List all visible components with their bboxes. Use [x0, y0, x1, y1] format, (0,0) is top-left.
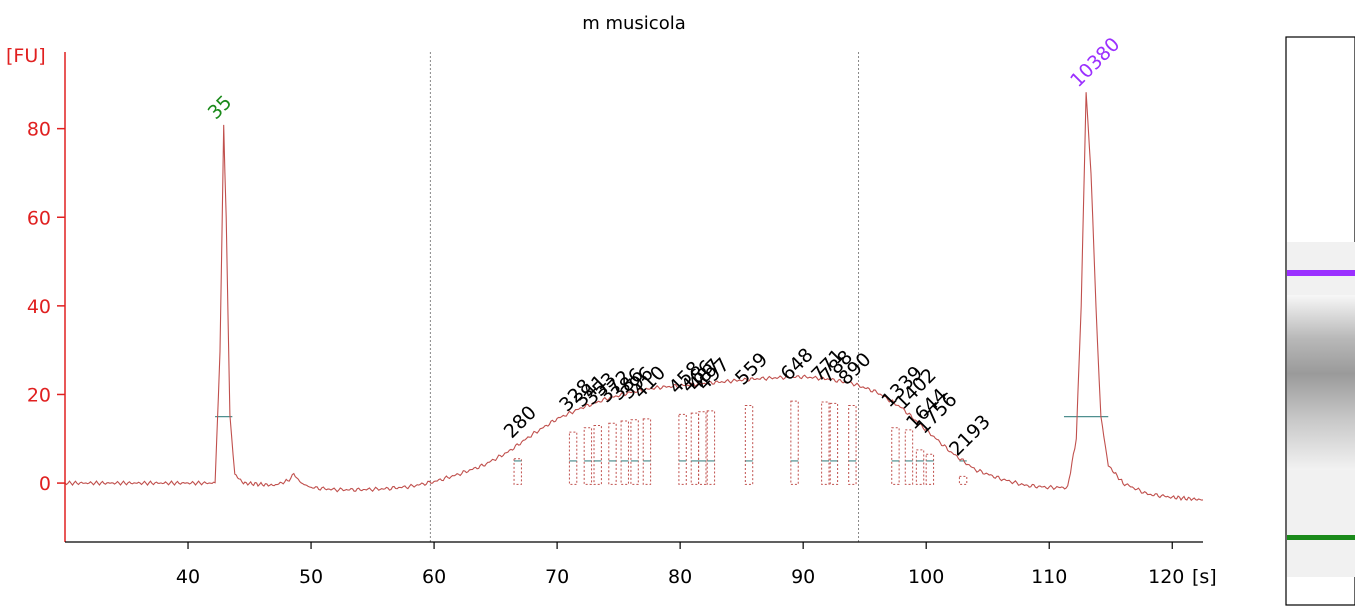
fragment-box	[829, 402, 839, 485]
peak-label: 35	[204, 91, 237, 124]
gel-lane	[1285, 36, 1355, 606]
fragment-box	[698, 411, 707, 485]
trace-group	[64, 92, 1204, 502]
gel-smear	[1287, 295, 1355, 470]
x-tick-label: 40	[176, 566, 200, 588]
trace-line	[64, 92, 1204, 502]
y-tick-label: 40	[27, 296, 51, 318]
fragment-box	[925, 453, 935, 485]
y-tick-label: 20	[27, 384, 51, 406]
fragment-box	[690, 412, 700, 485]
peak-label: 10380	[1066, 33, 1124, 91]
fragment-box	[790, 400, 799, 485]
fragment-box	[706, 410, 716, 485]
fragment-box	[744, 405, 754, 485]
fragment-box	[821, 401, 830, 485]
y-axis-label: [FU]	[6, 45, 46, 67]
fragment-box	[608, 422, 617, 485]
fragment-box	[958, 475, 968, 485]
x-tick-label: 100	[908, 566, 944, 588]
x-tick-label: 70	[545, 566, 569, 588]
gel-upper-marker-band	[1287, 270, 1355, 276]
fragment-box	[630, 419, 639, 485]
fragment-box	[848, 405, 857, 485]
x-tick-label: 60	[422, 566, 446, 588]
fragment-label: 2193	[945, 411, 995, 461]
fragment-box	[620, 420, 629, 485]
y-tick-label: 80	[27, 119, 51, 141]
fragment-box	[593, 424, 602, 485]
fragment-box	[642, 418, 652, 485]
peak-labels: 3510380280328341353372386396410458466487…	[204, 33, 1125, 460]
x-axis-label: [s]	[1192, 566, 1217, 588]
fragment-box	[583, 427, 593, 485]
chart-title: m musicola	[582, 13, 686, 34]
fragment-box	[568, 431, 578, 485]
fragment-label: 559	[731, 348, 772, 389]
fragment-label: 280	[500, 402, 541, 443]
y-tick-label: 60	[27, 207, 51, 229]
fragment-box	[915, 449, 925, 485]
gel-lower-marker-band	[1287, 535, 1355, 540]
x-tick-label: 90	[791, 566, 815, 588]
fragment-box	[891, 427, 900, 485]
x-tick-label: 80	[668, 566, 692, 588]
y-tick-label: 0	[39, 473, 51, 495]
fragment-box	[678, 413, 687, 485]
fragment-boxes	[215, 400, 1109, 485]
x-tick-label: 120	[1148, 566, 1184, 588]
fragment-box	[904, 429, 914, 485]
x-tick-label: 110	[1031, 566, 1067, 588]
axes: 0 20 40 60 80 40 50 60 70 80 90 100 110 120	[27, 52, 1203, 588]
x-tick-label: 50	[299, 566, 323, 588]
fragment-box	[513, 458, 522, 485]
region-markers	[429, 52, 860, 542]
